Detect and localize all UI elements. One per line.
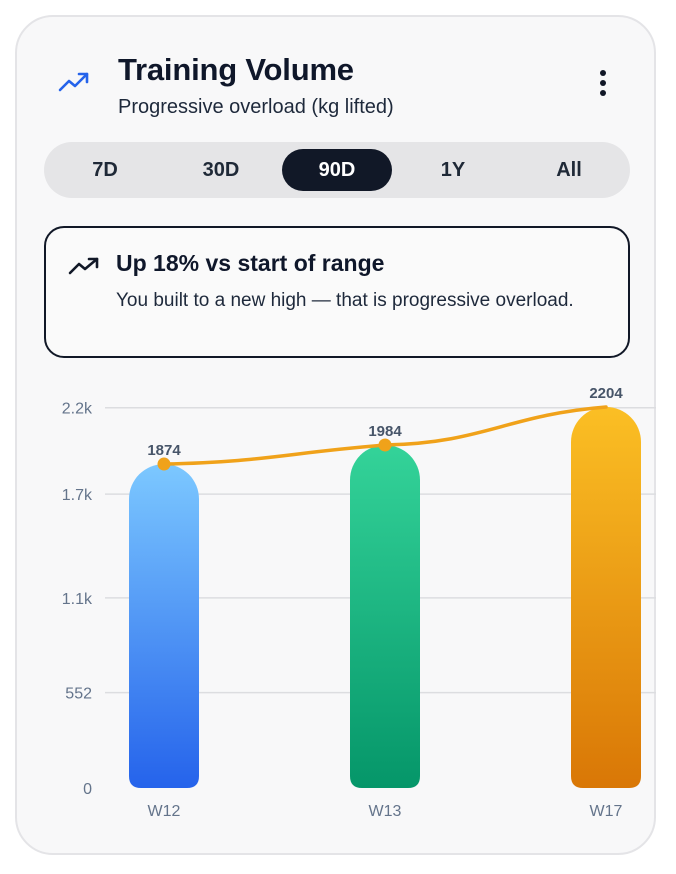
tab-30d[interactable]: 30D — [202, 158, 240, 181]
more-vertical-icon[interactable] — [590, 66, 616, 100]
y-tick-label: 0 — [83, 781, 92, 798]
trending-up-icon — [68, 257, 99, 275]
y-tick-label: 1.1k — [62, 591, 93, 608]
card-title: Training Volume — [118, 52, 354, 87]
tab-1y[interactable]: 1Y — [440, 158, 466, 181]
trend-point[interactable] — [157, 457, 171, 471]
tab-7d[interactable]: 7D — [92, 158, 118, 181]
bar-w17[interactable] — [571, 407, 641, 788]
tab-all[interactable]: All — [556, 158, 582, 181]
data-label: 2204 — [589, 385, 623, 402]
data-label: 1874 — [147, 442, 181, 459]
trending-up-icon — [58, 72, 89, 92]
tab-90d[interactable]: 90D — [282, 149, 392, 191]
volume-bar-chart: 0 552 1.1k 1.7k 2.2k W12 W13 W17 1874 1984 2204 — [62, 385, 656, 820]
y-tick-label: 1.7k — [62, 487, 93, 504]
insight-banner: Up 18% vs start of range You built to a … — [44, 226, 630, 358]
trend-point[interactable] — [378, 438, 392, 452]
x-tick-label: W13 — [369, 803, 402, 820]
x-tick-label: W17 — [590, 803, 623, 820]
card-subtitle: Progressive overload (kg lifted) — [118, 96, 394, 118]
x-tick-label: W12 — [148, 803, 181, 820]
data-label: 1984 — [368, 423, 402, 440]
bar-w12[interactable] — [129, 464, 199, 788]
bar-w13[interactable] — [350, 445, 420, 788]
y-tick-label: 552 — [65, 686, 92, 703]
insight-body: You built to a new high — that is progre… — [116, 290, 574, 311]
y-tick-label: 2.2k — [62, 401, 93, 418]
insight-title: Up 18% vs start of range — [116, 250, 385, 276]
range-selector: 7D 30D 90D 1Y All — [44, 142, 630, 198]
